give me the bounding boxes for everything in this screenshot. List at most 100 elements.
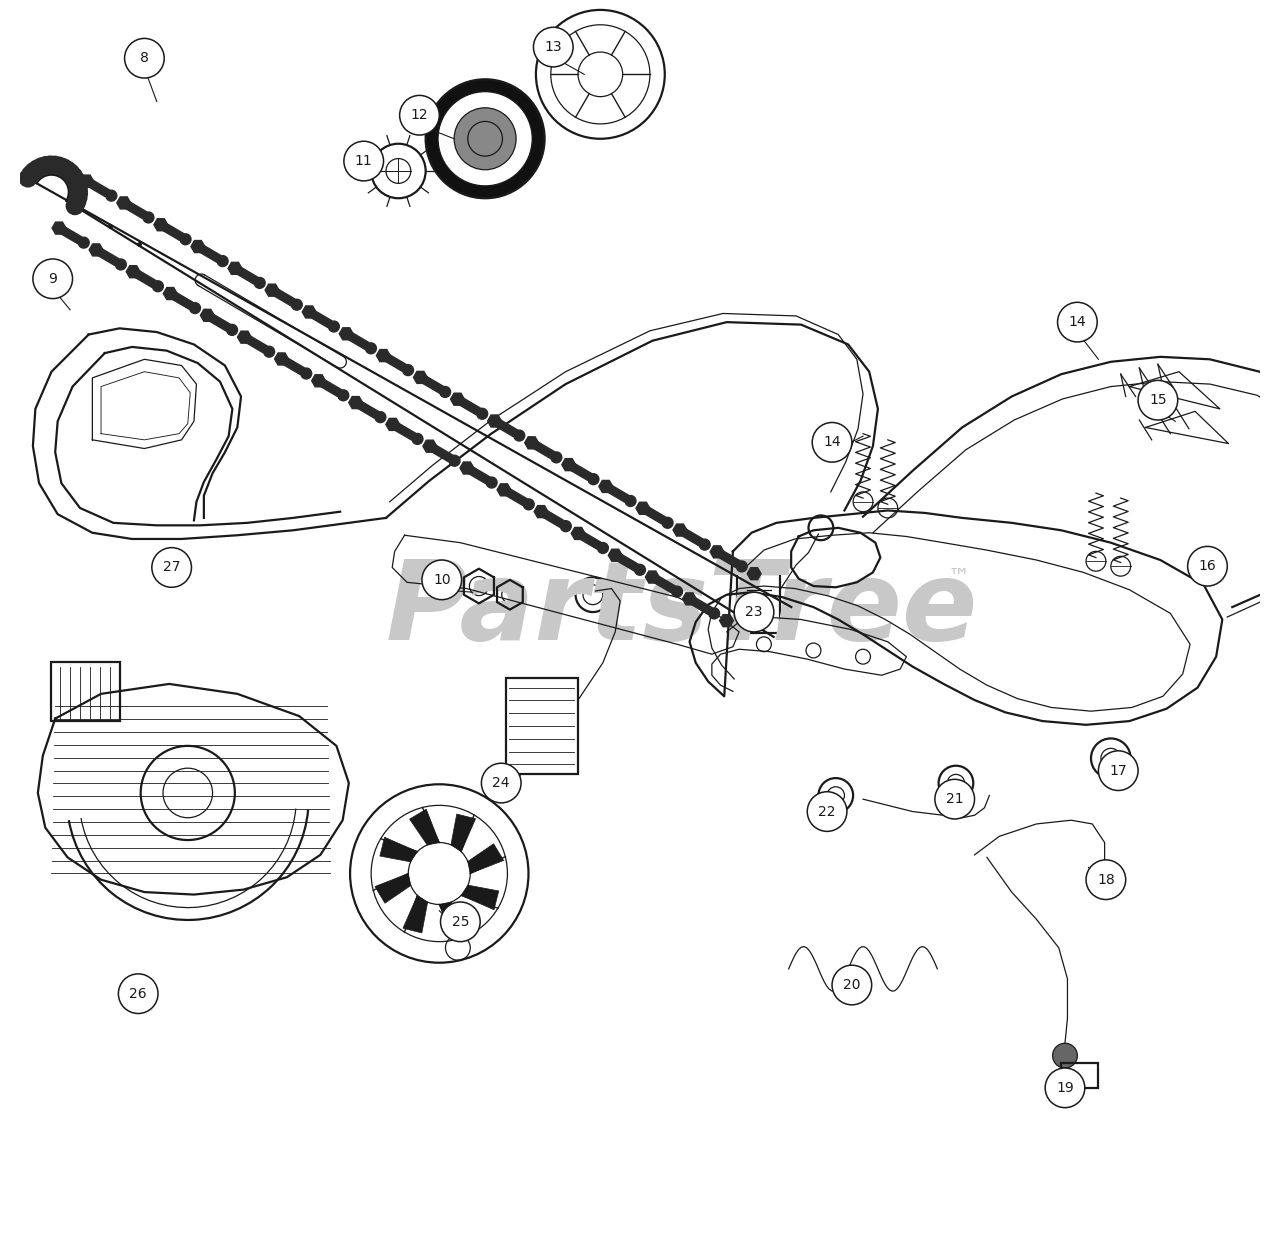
Polygon shape (636, 502, 650, 514)
Circle shape (69, 188, 87, 206)
Circle shape (481, 763, 521, 803)
Polygon shape (348, 332, 369, 349)
Polygon shape (488, 415, 502, 427)
Text: 11: 11 (355, 154, 372, 169)
Polygon shape (274, 289, 294, 306)
Polygon shape (209, 315, 230, 331)
Polygon shape (302, 306, 316, 318)
Circle shape (292, 300, 302, 310)
Circle shape (28, 160, 46, 177)
Polygon shape (439, 902, 468, 938)
Circle shape (1057, 302, 1097, 342)
Text: 10: 10 (433, 572, 451, 587)
Text: 16: 16 (1198, 559, 1216, 574)
Polygon shape (61, 227, 82, 244)
Circle shape (399, 95, 439, 135)
Polygon shape (673, 524, 687, 536)
Polygon shape (468, 467, 490, 483)
Polygon shape (201, 310, 214, 321)
Polygon shape (90, 244, 102, 256)
Polygon shape (88, 180, 110, 197)
Polygon shape (311, 311, 332, 327)
Circle shape (46, 156, 64, 173)
Polygon shape (246, 336, 268, 353)
Polygon shape (422, 440, 436, 452)
Polygon shape (410, 809, 439, 845)
Polygon shape (154, 219, 168, 230)
Circle shape (438, 92, 532, 186)
Circle shape (486, 477, 497, 488)
Circle shape (736, 561, 748, 572)
Polygon shape (460, 462, 474, 475)
Circle shape (106, 191, 116, 201)
Polygon shape (534, 506, 548, 518)
Polygon shape (357, 401, 379, 419)
Polygon shape (380, 838, 417, 862)
Circle shape (68, 193, 86, 211)
Circle shape (366, 343, 376, 354)
Circle shape (118, 974, 157, 1014)
Circle shape (662, 518, 673, 528)
Text: 17: 17 (1110, 763, 1128, 778)
Circle shape (55, 159, 72, 176)
Polygon shape (497, 420, 517, 436)
Circle shape (22, 166, 40, 183)
Polygon shape (127, 265, 140, 278)
Circle shape (227, 325, 238, 336)
Circle shape (534, 27, 573, 67)
Text: 12: 12 (411, 108, 429, 123)
Polygon shape (403, 896, 428, 933)
Polygon shape (385, 419, 399, 430)
Circle shape (115, 259, 127, 270)
Polygon shape (608, 549, 622, 561)
Circle shape (255, 278, 265, 289)
Circle shape (141, 746, 234, 840)
Polygon shape (375, 873, 411, 903)
Polygon shape (394, 424, 416, 440)
Polygon shape (497, 483, 511, 496)
Circle shape (37, 156, 55, 173)
Circle shape (735, 592, 774, 632)
Circle shape (33, 259, 73, 299)
Polygon shape (172, 292, 193, 310)
Polygon shape (654, 576, 676, 592)
Text: 21: 21 (946, 792, 964, 807)
Polygon shape (467, 844, 503, 873)
Polygon shape (79, 175, 93, 187)
Polygon shape (460, 398, 480, 415)
Circle shape (635, 564, 645, 575)
Polygon shape (580, 533, 602, 549)
Polygon shape (608, 486, 628, 502)
Polygon shape (116, 197, 131, 209)
Text: 22: 22 (818, 804, 836, 819)
Circle shape (19, 170, 37, 187)
Polygon shape (710, 546, 724, 558)
Polygon shape (571, 463, 591, 481)
Polygon shape (311, 374, 325, 387)
Polygon shape (562, 458, 576, 471)
Circle shape (375, 411, 385, 422)
Polygon shape (506, 488, 527, 506)
Circle shape (26, 162, 42, 180)
Circle shape (189, 302, 201, 313)
Circle shape (218, 255, 228, 266)
Polygon shape (599, 481, 613, 492)
Polygon shape (134, 270, 156, 287)
Bar (737, 574, 780, 633)
Polygon shape (682, 529, 703, 545)
Polygon shape (376, 349, 390, 362)
Text: 23: 23 (745, 605, 763, 620)
Polygon shape (265, 284, 279, 296)
Bar (506, 678, 579, 774)
Polygon shape (413, 372, 428, 383)
Polygon shape (238, 331, 251, 343)
Circle shape (440, 902, 480, 942)
Polygon shape (543, 510, 564, 528)
Polygon shape (645, 571, 659, 584)
Text: 27: 27 (163, 560, 180, 575)
Circle shape (513, 430, 525, 441)
Circle shape (449, 455, 460, 466)
Circle shape (124, 38, 164, 78)
Polygon shape (534, 441, 554, 458)
Polygon shape (682, 592, 696, 605)
